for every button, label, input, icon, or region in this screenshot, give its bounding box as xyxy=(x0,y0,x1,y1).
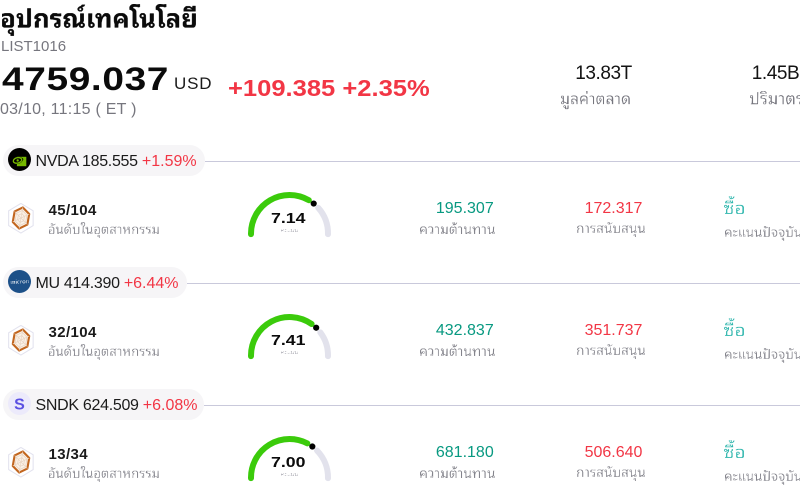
svg-text:S: S xyxy=(14,397,25,414)
